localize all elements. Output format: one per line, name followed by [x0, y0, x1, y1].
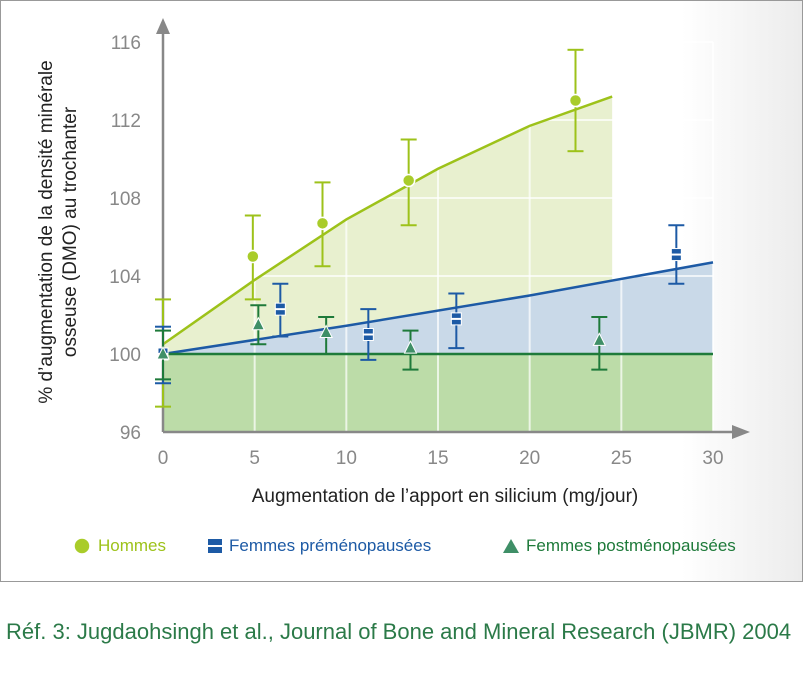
- data-point: [592, 332, 607, 346]
- y-axis-arrow: [156, 18, 170, 34]
- y-tick-label: 116: [111, 33, 141, 54]
- data-point: [403, 340, 418, 354]
- x-tick-label: 15: [427, 448, 448, 469]
- legend-label: Hommes: [98, 536, 167, 555]
- fit-line-1: [162, 261, 714, 356]
- x-axis-arrow: [732, 425, 750, 439]
- legend-postmenopausees: Femmes postménopausées: [502, 536, 736, 556]
- x-tick-label: 30: [702, 448, 723, 469]
- data-point: [156, 345, 170, 360]
- x-tick-label: 10: [336, 448, 357, 469]
- legend-label: Femmes préménopausées: [229, 536, 432, 555]
- triangle-marker-icon: [503, 539, 519, 553]
- y-tick-label: 108: [109, 189, 141, 210]
- x-tick-label: 0: [158, 448, 169, 469]
- y-tick-label: 96: [120, 423, 141, 444]
- legend-label: Femmes postménopausées: [526, 536, 736, 555]
- data-point: [319, 324, 333, 339]
- data-point-stripe: [275, 308, 286, 311]
- y-axis-label-line2: osseuse (DMO) au trochanter: [60, 106, 81, 357]
- x-tick-label: 25: [611, 448, 632, 469]
- data-point: [568, 93, 583, 108]
- legend-premenopausees: Femmes préménopausées: [207, 536, 431, 556]
- circle-marker-icon: [73, 537, 91, 555]
- y-tick-label: 112: [111, 111, 141, 132]
- data-point: [315, 216, 330, 231]
- data-point: [401, 173, 416, 188]
- bar-marker-icon: [208, 539, 222, 553]
- data-point-stripe: [451, 317, 462, 320]
- citation: Réf. 3: Jugdaohsingh et al., Journal of …: [6, 619, 792, 644]
- legend-hommes: Hommes: [72, 536, 166, 556]
- x-tick-label: 20: [519, 448, 540, 469]
- data-point-stripe: [363, 333, 374, 336]
- y-tick-label: 100: [109, 345, 141, 366]
- data-point: [246, 249, 260, 264]
- data-point: [251, 316, 266, 331]
- x-axis-label: Augmentation de l’apport en silicium (mg…: [252, 486, 639, 507]
- y-axis-label-line1: % d’augmentation de la densité minérale: [36, 60, 57, 403]
- y-tick-label: 104: [109, 267, 141, 288]
- x-tick-label: 5: [249, 448, 260, 469]
- fit-line-0: [162, 95, 613, 346]
- data-point-stripe: [671, 253, 682, 256]
- chart: 96 100 104 108 112 116 0 5 10 15 20 25 30 Augmentatio…: [36, 18, 750, 507]
